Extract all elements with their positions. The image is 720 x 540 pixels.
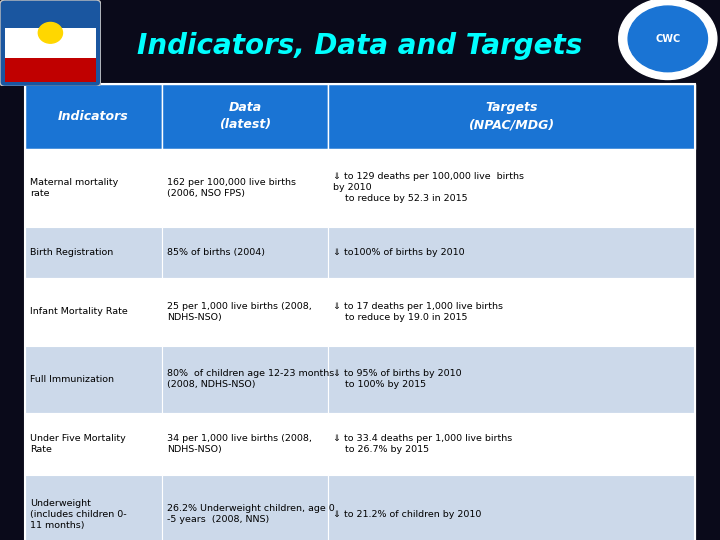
Bar: [328, 346, 695, 413]
Bar: [328, 84, 695, 148]
Text: ⇓ to 95% of births by 2010
    to 100% by 2015: ⇓ to 95% of births by 2010 to 100% by 20…: [333, 369, 462, 389]
Circle shape: [38, 23, 63, 43]
FancyBboxPatch shape: [0, 0, 101, 86]
Bar: [25, 413, 162, 475]
Text: 162 per 100,000 live births
(2006, NSO FPS): 162 per 100,000 live births (2006, NSO F…: [167, 178, 296, 198]
Bar: [162, 413, 328, 475]
Bar: [162, 346, 328, 413]
Text: Under Five Mortality
Rate: Under Five Mortality Rate: [30, 434, 126, 454]
Text: ⇓ to 129 deaths per 100,000 live  births
by 2010
    to reduce by 52.3 in 2015: ⇓ to 129 deaths per 100,000 live births …: [333, 172, 523, 203]
Bar: [328, 413, 695, 475]
Bar: [328, 475, 695, 540]
Text: Underweight
(includes children 0-
11 months): Underweight (includes children 0- 11 mon…: [30, 499, 127, 530]
Circle shape: [628, 6, 708, 72]
Bar: [5, 58, 96, 82]
Text: Data
(latest): Data (latest): [219, 101, 271, 131]
Bar: [328, 227, 695, 278]
Text: 26.2% Underweight children, age 0
-5 years  (2008, NNS): 26.2% Underweight children, age 0 -5 yea…: [167, 504, 335, 524]
Text: 34 per 1,000 live births (2008,
NDHS-NSO): 34 per 1,000 live births (2008, NDHS-NSO…: [167, 434, 312, 454]
Text: Maternal mortality
rate: Maternal mortality rate: [30, 178, 119, 198]
Bar: [162, 475, 328, 540]
Bar: [25, 84, 695, 540]
Text: ⇓ to 17 deaths per 1,000 live births
    to reduce by 19.0 in 2015: ⇓ to 17 deaths per 1,000 live births to …: [333, 302, 503, 322]
Text: 85% of births (2004): 85% of births (2004): [167, 248, 265, 257]
Text: Targets
(NPAC/MDG): Targets (NPAC/MDG): [468, 101, 554, 131]
Text: 80%  of children age 12-23 months
(2008, NDHS-NSO): 80% of children age 12-23 months (2008, …: [167, 369, 334, 389]
Text: ⇓ to 33.4 deaths per 1,000 live births
    to 26.7% by 2015: ⇓ to 33.4 deaths per 1,000 live births t…: [333, 434, 512, 454]
Bar: [25, 227, 162, 278]
Bar: [162, 84, 328, 148]
Text: Indicators, Data and Targets: Indicators, Data and Targets: [138, 32, 582, 60]
Bar: [5, 4, 96, 28]
Text: ⇓ to100% of births by 2010: ⇓ to100% of births by 2010: [333, 248, 464, 257]
Text: CWC: CWC: [655, 34, 680, 44]
Text: Full Immunization: Full Immunization: [30, 375, 114, 384]
Bar: [328, 148, 695, 227]
Text: Indicators: Indicators: [58, 110, 129, 123]
Bar: [25, 148, 162, 227]
Bar: [25, 84, 162, 148]
Text: 25 per 1,000 live births (2008,
NDHS-NSO): 25 per 1,000 live births (2008, NDHS-NSO…: [167, 302, 312, 322]
Bar: [25, 346, 162, 413]
Bar: [5, 26, 96, 60]
Bar: [328, 278, 695, 346]
Bar: [162, 278, 328, 346]
Text: Infant Mortality Rate: Infant Mortality Rate: [30, 307, 128, 316]
Text: ⇓ to 21.2% of children by 2010: ⇓ to 21.2% of children by 2010: [333, 510, 481, 519]
Bar: [162, 148, 328, 227]
Bar: [25, 475, 162, 540]
Text: Birth Registration: Birth Registration: [30, 248, 114, 257]
Bar: [25, 278, 162, 346]
Circle shape: [618, 0, 717, 79]
Bar: [162, 227, 328, 278]
